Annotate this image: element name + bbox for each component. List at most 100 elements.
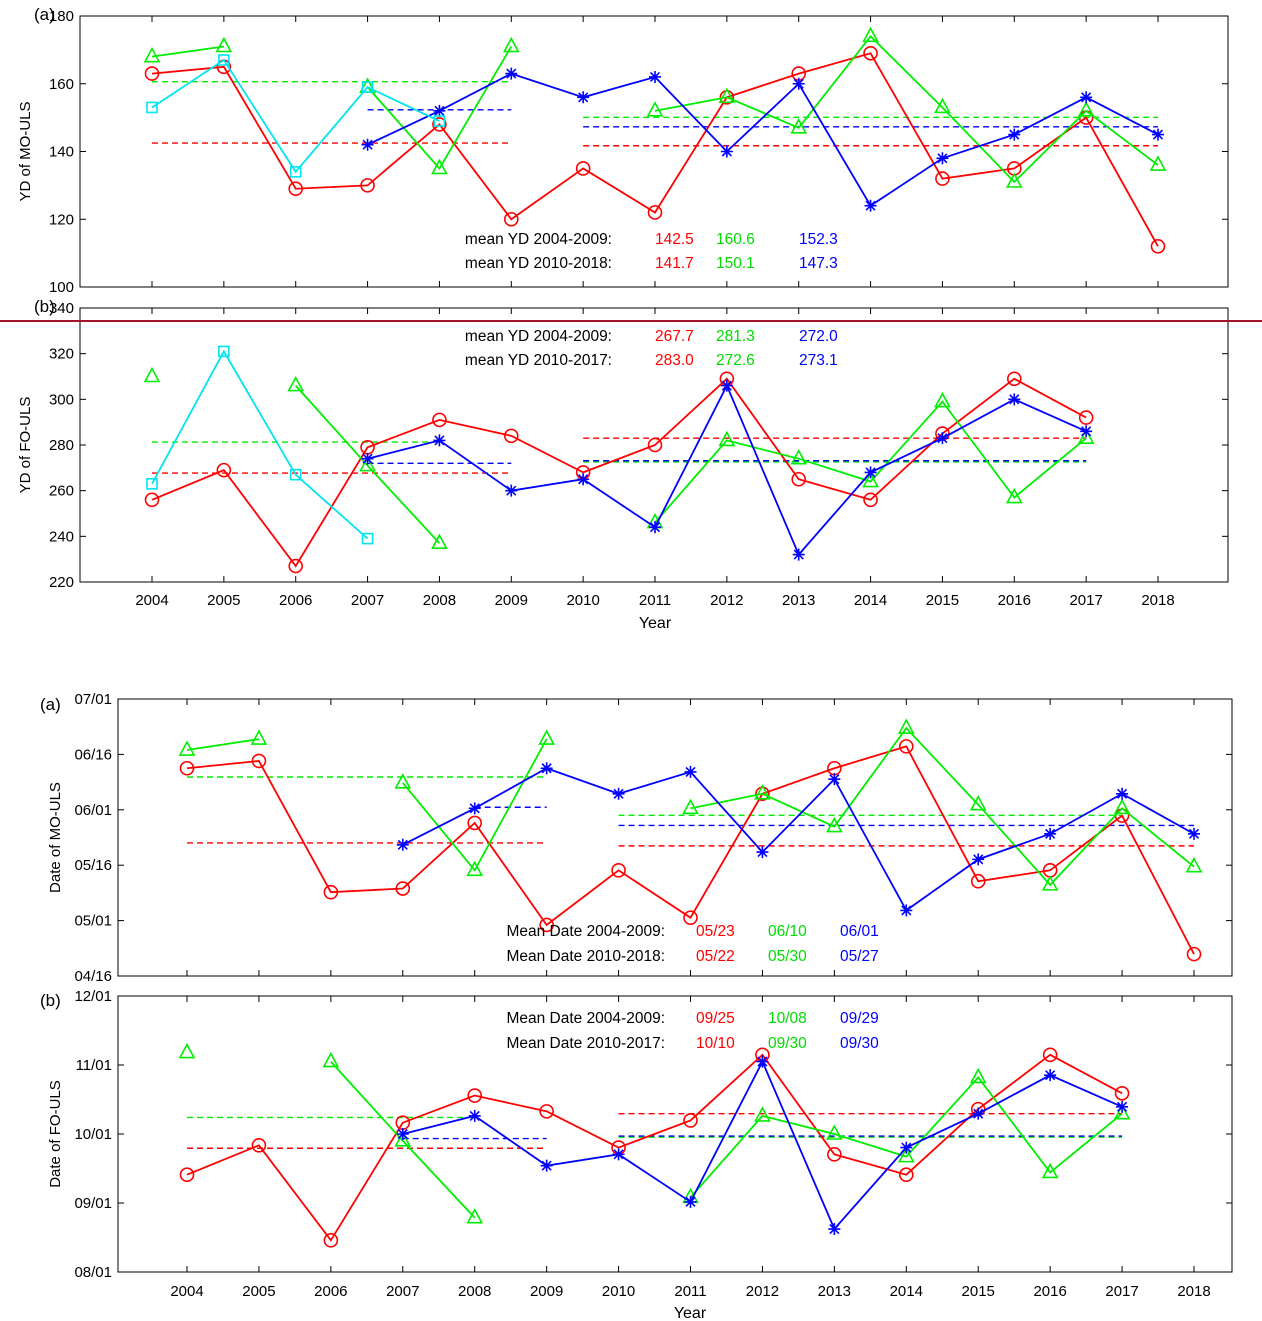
marker-circle xyxy=(432,117,447,132)
marker-square xyxy=(433,115,446,127)
y-tick-label: 06/01 xyxy=(74,802,112,819)
marker-triangle xyxy=(215,36,233,53)
marker-triangle xyxy=(431,158,448,175)
marker-triangle xyxy=(1149,155,1167,171)
series-line xyxy=(186,745,1195,955)
marker-star xyxy=(684,765,697,778)
y-tick-label: 100 xyxy=(49,279,74,296)
marker-triangle xyxy=(969,1067,987,1084)
chart-panel-4: 08/01 09/01 10/01 11/01 12/01 2004 2005 2006 200… xyxy=(40,988,1233,1321)
x-tick-label: 2016 xyxy=(998,592,1031,609)
marker-circle xyxy=(323,884,339,900)
marker-triangle xyxy=(646,101,664,117)
y-tick-label: 120 xyxy=(49,211,74,228)
marker-star xyxy=(612,787,625,800)
marker-star xyxy=(468,802,481,815)
series-line xyxy=(402,1059,1123,1231)
marker-star xyxy=(684,1195,697,1208)
y-tick-label: 220 xyxy=(49,574,74,591)
annotation-value: 06/10 xyxy=(768,923,807,940)
y-tick-label: 05/16 xyxy=(74,857,112,874)
marker-star xyxy=(972,1107,985,1120)
marker-circle xyxy=(683,910,698,925)
series-line xyxy=(689,1076,1123,1198)
y-tick-label: 300 xyxy=(49,391,74,408)
marker-circle xyxy=(1186,946,1202,962)
x-tick-label: 2005 xyxy=(242,1283,275,1300)
marker-circle xyxy=(898,1167,914,1183)
annotation-value: 272.6 xyxy=(716,352,755,369)
marker-square xyxy=(361,81,374,93)
annotation-label: mean YD 2010-2017: xyxy=(465,352,612,369)
marker-star xyxy=(396,1128,409,1140)
marker-triangle xyxy=(1113,798,1131,815)
marker-triangle xyxy=(826,816,843,833)
marker-circle xyxy=(1078,410,1094,425)
marker-circle xyxy=(1006,371,1022,387)
marker-star xyxy=(720,145,733,158)
plot-frame xyxy=(79,15,1229,288)
marker-star xyxy=(828,773,841,786)
chart-panel-1: 100 120 140 160 180 YD of MO-ULS (a) mean YD 20… xyxy=(17,5,1229,296)
marker-circle xyxy=(898,739,914,754)
marker-circle xyxy=(288,181,304,197)
series-line xyxy=(690,726,1195,887)
marker-circle xyxy=(1114,1085,1130,1101)
marker-circle xyxy=(575,161,591,176)
marker-circle xyxy=(395,881,411,896)
annotation-label: mean YD 2010-2018: xyxy=(465,255,612,272)
annotation-value: 06/01 xyxy=(840,923,879,940)
marker-star xyxy=(720,379,733,392)
annotation-value: 10/08 xyxy=(768,1010,807,1027)
x-tick-label: 2007 xyxy=(386,1283,419,1300)
annotation-value: 141.7 xyxy=(655,255,694,272)
annotation-value: 09/29 xyxy=(840,1010,879,1027)
marker-circle xyxy=(251,753,267,769)
y-tick-label: 09/01 xyxy=(74,1195,112,1212)
marker-circle xyxy=(323,1233,339,1248)
marker-star xyxy=(864,199,877,212)
marker-star xyxy=(1116,787,1129,800)
x-tick-label: 2008 xyxy=(458,1283,491,1300)
marker-circle xyxy=(144,492,160,508)
chart-panel-2: 220 240 260 280 300 320 340 2004 2005 2006 2007 200… xyxy=(17,297,1229,632)
marker-star xyxy=(1080,425,1093,438)
marker-star xyxy=(936,152,949,165)
annotation-value: 05/30 xyxy=(768,948,807,965)
marker-star xyxy=(433,104,446,117)
marker-triangle xyxy=(143,366,161,383)
marker-triangle xyxy=(1005,172,1023,188)
marker-triangle xyxy=(682,798,699,815)
marker-circle xyxy=(791,471,807,487)
x-tick-label: 2015 xyxy=(962,1283,995,1300)
marker-star xyxy=(972,853,985,866)
series-line xyxy=(295,385,441,544)
series-line xyxy=(151,45,224,58)
series-line xyxy=(186,738,260,751)
x-tick-label: 2009 xyxy=(530,1283,563,1300)
marker-star xyxy=(505,67,518,80)
annotation-value: 281.3 xyxy=(716,328,755,345)
marker-triangle xyxy=(790,118,808,134)
marker-star xyxy=(577,91,590,104)
x-tick-label: 2006 xyxy=(314,1283,347,1300)
y-tick-label: 11/01 xyxy=(76,1057,112,1074)
annotation-label: mean YD 2004-2009: xyxy=(465,328,612,345)
marker-circle xyxy=(251,1138,267,1153)
marker-star xyxy=(649,521,661,534)
marker-square xyxy=(361,532,374,545)
marker-circle xyxy=(503,211,519,227)
y-tick-label: 05/01 xyxy=(74,913,112,930)
marker-triangle xyxy=(790,449,808,465)
series-line xyxy=(654,400,1087,524)
marker-circle xyxy=(539,917,554,933)
marker-circle xyxy=(288,558,304,574)
x-tick-label: 2010 xyxy=(566,592,599,609)
marker-square xyxy=(289,166,302,178)
marker-triangle xyxy=(287,375,305,392)
annotation-value: 267.7 xyxy=(655,328,694,345)
marker-star xyxy=(1116,1100,1129,1113)
x-axis-title: Year xyxy=(639,615,672,632)
annotation-value: 142.5 xyxy=(655,231,694,248)
annotation-label: Mean Date 2010-2018: xyxy=(506,948,665,965)
